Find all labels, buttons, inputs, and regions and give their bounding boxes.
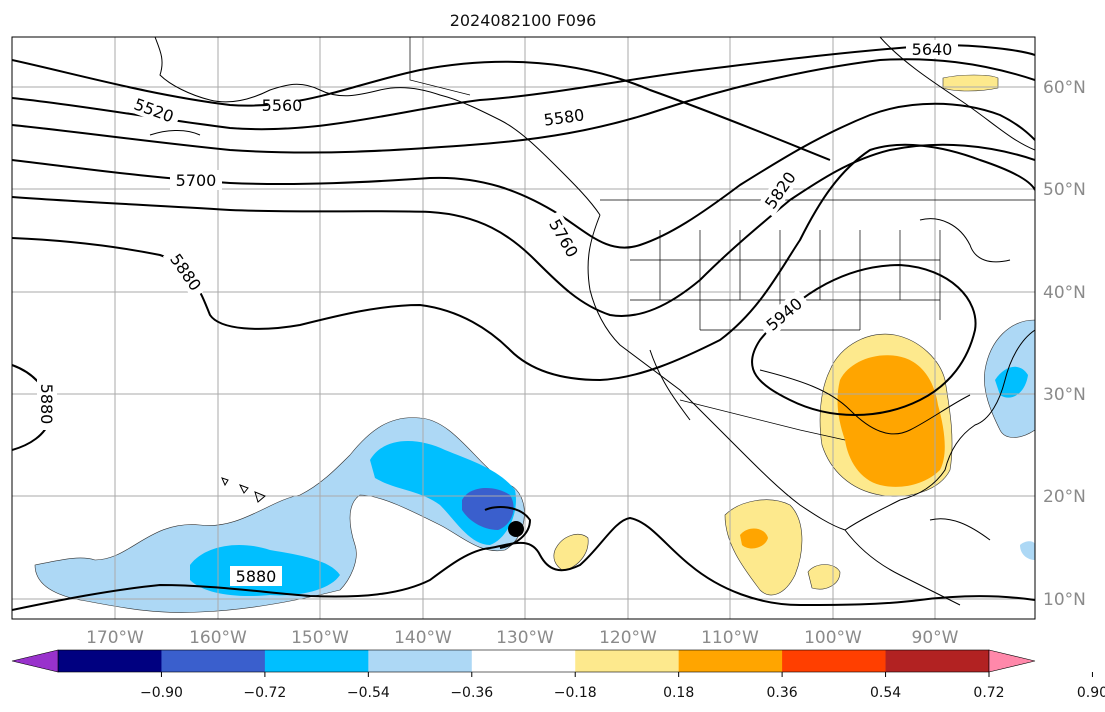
lat-label: 40°N: [1043, 283, 1086, 303]
contour-label-5700: 5700: [176, 171, 217, 190]
colorbar-cell: [264, 650, 369, 672]
lon-label: 170°W: [86, 628, 144, 648]
mexico-positive-region: [724, 499, 803, 596]
colorbar-cell: [161, 650, 266, 672]
lon-label: 140°W: [394, 628, 452, 648]
mexico-positive-core: [740, 528, 768, 549]
contour-label-5640: 5640: [912, 40, 953, 59]
lat-label: 20°N: [1043, 487, 1086, 507]
map-title: 2024082100 F096: [450, 11, 597, 30]
colorbar-cell: [678, 650, 783, 672]
lon-label: 120°W: [599, 628, 657, 648]
florida-negative-core: [995, 366, 1028, 398]
colorbar-tick-label: −0.72: [243, 685, 286, 701]
colorbar-tick-label: −0.36: [450, 685, 493, 701]
colorbar-cell: [575, 650, 680, 672]
colorbar-tick-label: −0.18: [554, 685, 597, 701]
lon-label: 150°W: [291, 628, 349, 648]
colorbar-cell: [885, 650, 990, 672]
colorbar: −0.90 −0.72 −0.54 −0.36 −0.18 0.18 0.36 0.54 0.7…: [11, 649, 1105, 701]
colorbar-tick-label: 0.36: [767, 685, 798, 701]
longitude-labels: 170°W 160°W 150°W 140°W 130°W 120°W 110°…: [86, 628, 959, 648]
colorbar-cell: [471, 650, 576, 672]
lat-label: 30°N: [1043, 385, 1086, 405]
colorbar-tick-label: 0.54: [870, 685, 901, 701]
lat-label: 60°N: [1043, 78, 1086, 98]
colorbar-cell: [782, 650, 887, 672]
contour-label-5880-west: 5880: [37, 384, 56, 425]
lat-label: 50°N: [1043, 180, 1086, 200]
lon-label: 160°W: [189, 628, 247, 648]
colorbar-tick-label: −0.90: [140, 685, 183, 701]
lon-label: 90°W: [912, 628, 959, 648]
central-america-positive-region: [807, 564, 841, 590]
lon-label: 100°W: [804, 628, 862, 648]
colorbar-tick-label: 0.72: [973, 685, 1004, 701]
graticule: [12, 37, 1035, 619]
colorbar-tick-label: 0.18: [663, 685, 694, 701]
contour-label-5560: 5560: [262, 96, 303, 115]
colorbar-cell: [58, 650, 162, 672]
lon-label: 130°W: [496, 628, 554, 648]
caribbean-negative-region: [1020, 541, 1035, 560]
coastlines: [149, 37, 1035, 606]
colorbar-low-extension: [11, 649, 59, 673]
colorbar-tick-label: −0.54: [347, 685, 390, 701]
colorbar-high-extension: [988, 649, 1036, 673]
contour-label-5880-south: 5880: [236, 567, 277, 586]
political-borders: [409, 37, 1035, 441]
colorbar-tick-label: 0.90: [1077, 685, 1105, 701]
colorbar-cell: [368, 650, 473, 672]
eastpac-positive-region: [553, 534, 589, 571]
latitude-labels: 60°N 50°N 40°N 30°N 20°N 10°N: [1043, 78, 1086, 610]
storm-center-marker: [508, 521, 524, 537]
lat-label: 10°N: [1043, 590, 1086, 610]
canada-positive-region: [942, 74, 999, 92]
map-frame: [11, 36, 1036, 620]
lon-label: 110°W: [701, 628, 759, 648]
gulf-positive-region-core: [837, 355, 945, 487]
